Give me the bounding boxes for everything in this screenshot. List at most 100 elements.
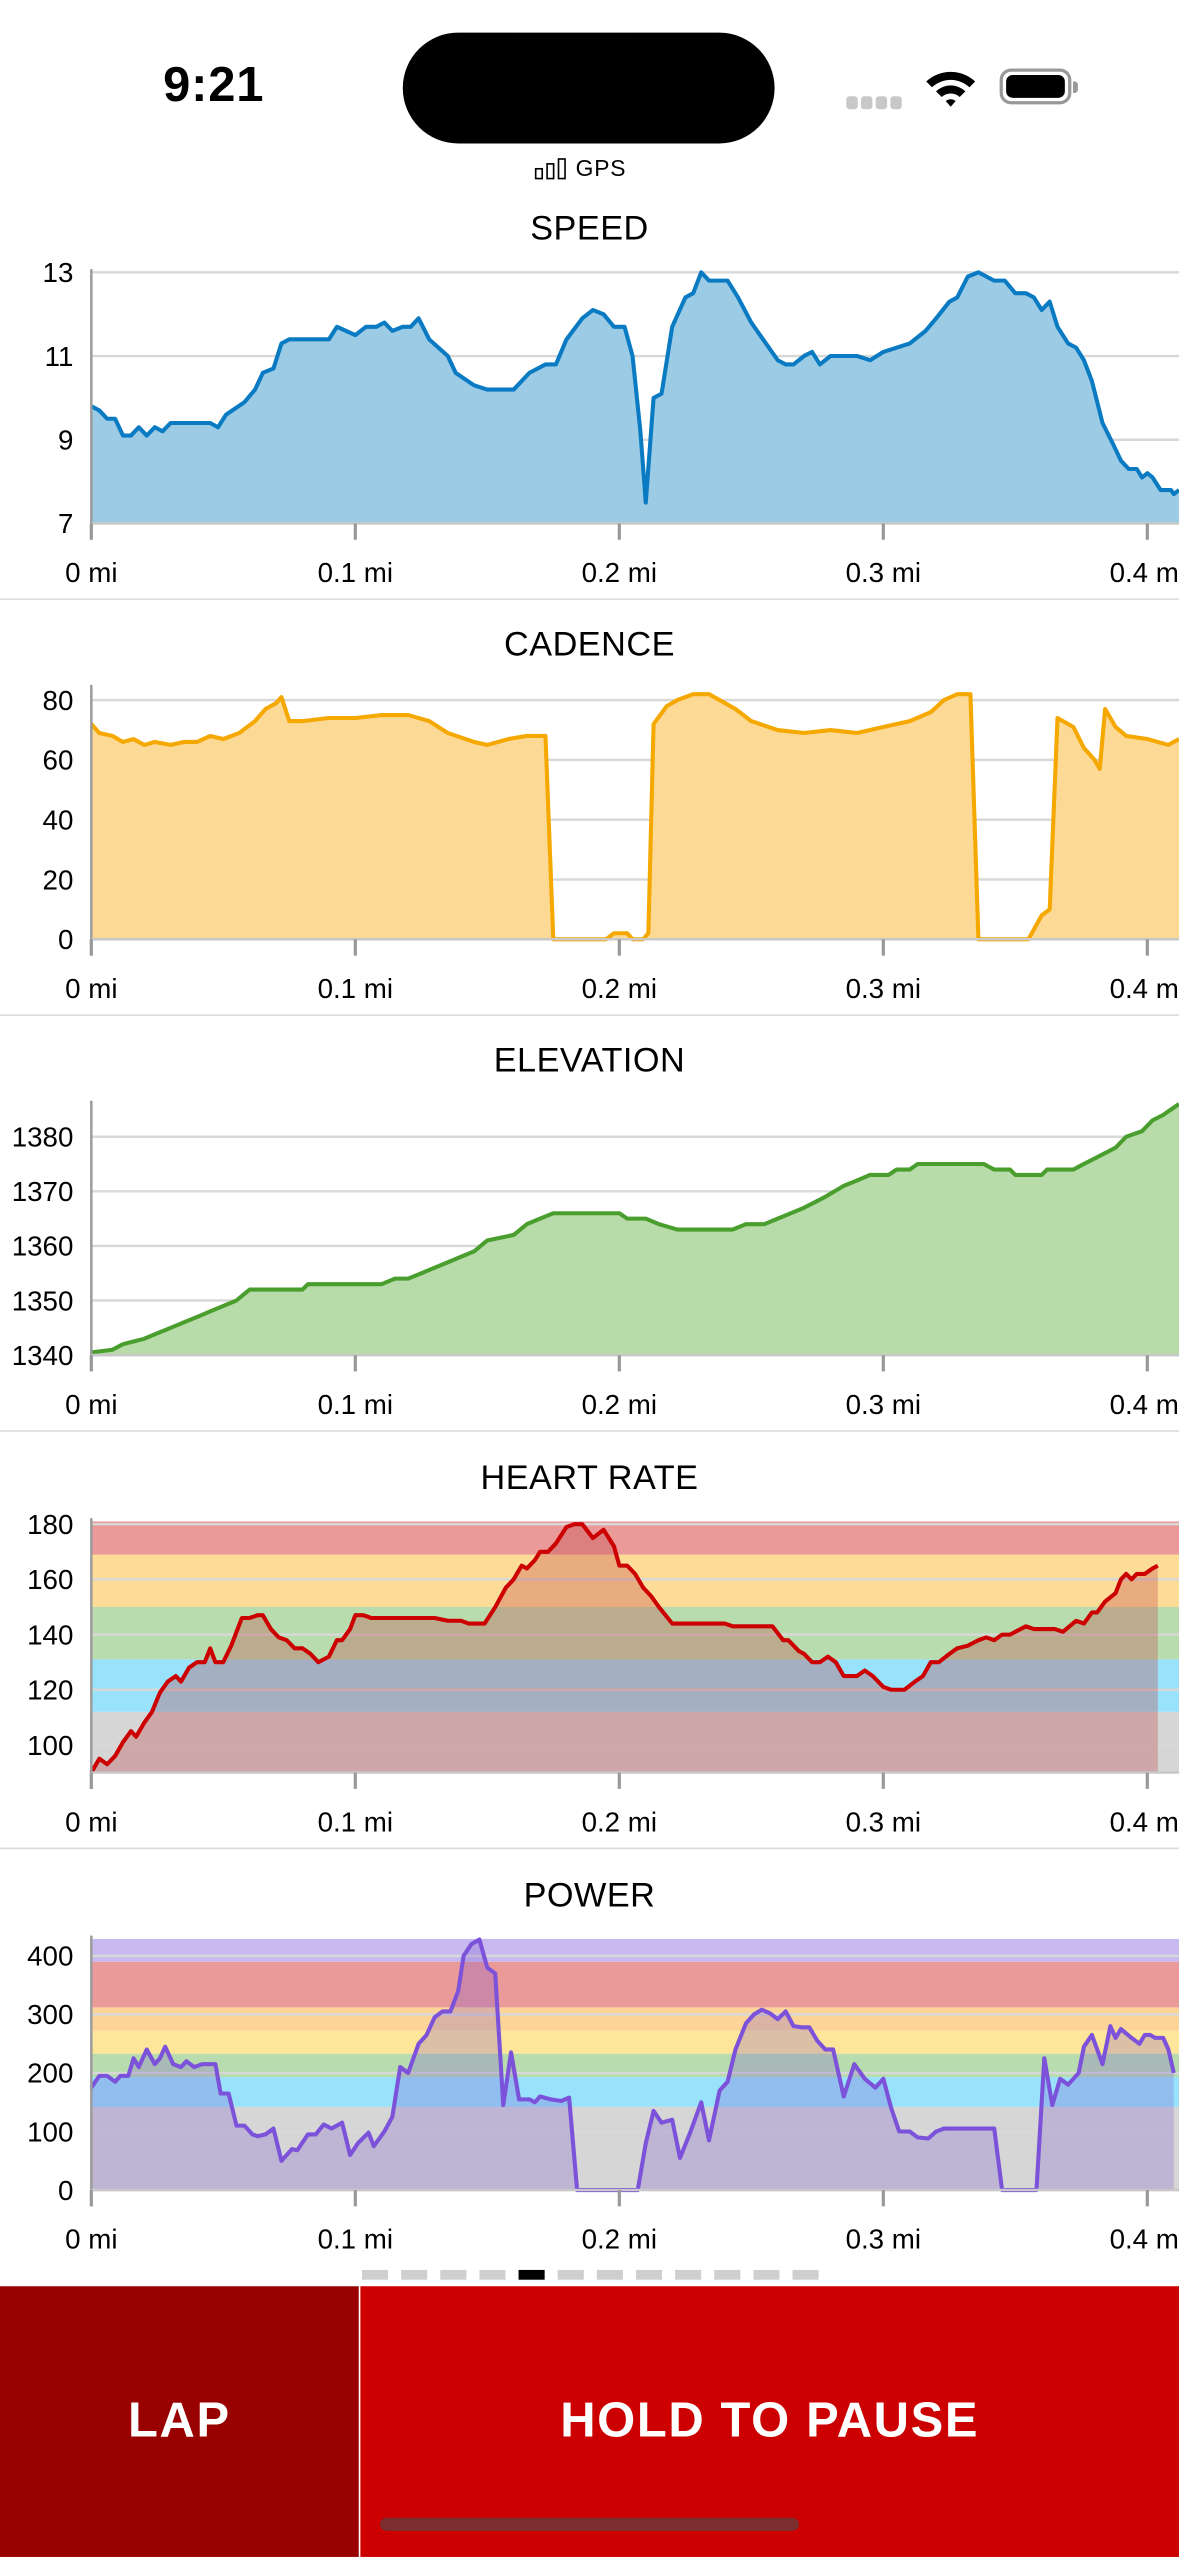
gps-signal-icon xyxy=(534,167,544,180)
y-tick-label: 200 xyxy=(27,2058,73,2089)
x-tick-label: 0.4 mi xyxy=(1110,1389,1179,1420)
x-tick-label: 0.1 mi xyxy=(318,557,393,588)
zone-band xyxy=(91,2030,1179,2054)
y-tick-label: 1340 xyxy=(12,1340,74,1371)
x-tick-label: 0.2 mi xyxy=(582,973,657,1004)
y-tick-label: 100 xyxy=(27,2116,73,2147)
gps-label: GPS xyxy=(575,154,627,182)
area-fill xyxy=(91,1103,1179,1356)
y-tick-label: 1350 xyxy=(12,1285,74,1316)
zone-band xyxy=(91,1659,1179,1712)
zone-band xyxy=(91,1711,1179,1773)
series-line xyxy=(89,1522,1159,1774)
x-tick-label: 0.3 mi xyxy=(846,1806,921,1837)
y-tick-label: 7 xyxy=(58,508,73,539)
area-fill xyxy=(91,694,1179,940)
x-tick-label: 0.1 mi xyxy=(318,2224,393,2255)
y-tick-label: 0 xyxy=(58,924,73,955)
chart-title: POWER xyxy=(523,1876,656,1915)
x-tick-label: 0.4 mi xyxy=(1110,557,1179,588)
page-dot[interactable] xyxy=(401,2269,428,2280)
page-dot[interactable] xyxy=(440,2269,467,2280)
cellular-signal-icon xyxy=(861,96,873,110)
x-tick-label: 0.2 mi xyxy=(582,557,657,588)
home-indicator[interactable] xyxy=(379,2517,800,2531)
heart-rate-chart-plot: 100 120 140 160 180 0 mi 0.1 mi 0.2 mi 0.3 mi 0.4… xyxy=(27,1509,1179,1837)
zone-band xyxy=(91,1961,1179,2008)
y-tick-label: 20 xyxy=(43,864,74,895)
zone-band xyxy=(91,2007,1179,2031)
x-tick-label: 0.1 mi xyxy=(318,1806,393,1837)
page-dot[interactable] xyxy=(675,2269,702,2280)
y-tick-label: 0 xyxy=(58,2175,73,2206)
hold-to-pause-button[interactable]: HOLD TO PAUSE xyxy=(360,2286,1179,2557)
lap-button[interactable]: LAP xyxy=(0,2286,359,2557)
y-tick-label: 180 xyxy=(27,1509,73,1540)
cellular-signal-icon xyxy=(875,96,888,110)
elevation-chart-plot: 1340 1350 1360 1370 1380 0 mi 0.1 mi 0.2 mi 0.3 … xyxy=(12,1100,1179,1420)
x-tick-label: 0.4 mi xyxy=(1110,973,1179,1004)
y-tick-label: 120 xyxy=(27,1675,73,1706)
x-tick-label: 0.1 mi xyxy=(318,1389,393,1420)
gps-status: GPS xyxy=(534,150,627,182)
series-line xyxy=(90,270,1179,505)
x-tick-label: 0.3 mi xyxy=(846,1389,921,1420)
x-tick-label: 0.4 mi xyxy=(1110,2224,1179,2255)
chart-title: SPEED xyxy=(530,210,649,248)
battery-icon xyxy=(999,68,1078,105)
page-dot[interactable] xyxy=(479,2269,506,2280)
cadence-chart-plot: 0 20 40 60 80 0 mi 0.1 mi 0.2 mi 0.3 mi 0.4 mi xyxy=(43,684,1179,1004)
y-tick-label: 1360 xyxy=(12,1231,74,1262)
y-tick-label: 40 xyxy=(43,804,74,835)
x-tick-label: 0.2 mi xyxy=(582,1389,657,1420)
x-tick-label: 0 mi xyxy=(65,973,117,1004)
x-tick-label: 0.1 mi xyxy=(318,973,393,1004)
gps-signal-icon xyxy=(557,158,566,180)
chart-title: CADENCE xyxy=(504,626,675,664)
x-tick-label: 0.3 mi xyxy=(846,2224,921,2255)
heart-rate-chart: HEART RATE 100 120 140 160 180 0 mi 0.1 mi 0.2 … xyxy=(0,1432,1179,1850)
page-dot[interactable] xyxy=(635,2269,663,2280)
chart-title: ELEVATION xyxy=(493,1042,686,1080)
speed-chart: SPEED 7 9 11 13 0 mi 0.1 mi 0.2 mi 0.3 mi 0.4 mi xyxy=(0,183,1179,601)
y-tick-label: 100 xyxy=(27,1730,73,1761)
y-tick-label: 300 xyxy=(27,1999,73,2030)
x-tick-label: 0.2 mi xyxy=(582,1806,657,1837)
chart-title: HEART RATE xyxy=(480,1459,699,1497)
page-dot[interactable] xyxy=(362,2269,389,2280)
cellular-signal-icon xyxy=(846,96,858,110)
power-chart-plot: 0 100 200 300 400 0 mi 0.1 mi 0.2 mi 0.3 mi 0.4 m… xyxy=(27,1935,1179,2255)
page-dot[interactable] xyxy=(557,2269,584,2280)
speed-chart-plot: 7 9 11 13 0 mi 0.1 mi 0.2 mi 0.3 mi 0.4 mi xyxy=(43,257,1179,588)
status-time: 9:21 xyxy=(163,58,265,113)
y-tick-label: 60 xyxy=(43,745,74,776)
y-tick-label: 11 xyxy=(45,341,74,372)
page-dot[interactable] xyxy=(753,2269,780,2280)
x-tick-label: 0 mi xyxy=(65,1389,117,1420)
cadence-chart: CADENCE 0 20 40 60 80 0 mi 0.1 mi 0.2 mi 0.3 mi 0… xyxy=(0,598,1179,1016)
zone-band xyxy=(91,2077,1179,2107)
page-indicator[interactable] xyxy=(362,2269,819,2280)
zone-band xyxy=(91,1554,1179,1607)
zone-band xyxy=(91,2053,1179,2078)
x-tick-label: 0.2 mi xyxy=(582,2224,657,2255)
y-tick-label: 140 xyxy=(27,1619,73,1650)
wifi-icon xyxy=(926,71,976,107)
cellular-signal-icon xyxy=(890,96,902,110)
page-dot[interactable] xyxy=(518,2269,545,2280)
y-tick-label: 9 xyxy=(58,425,73,456)
power-chart: POWER 0 100 200 300 400 0 mi 0.1 mi 0.2 mi 0.3 m… xyxy=(0,1849,1179,2265)
page-dot[interactable] xyxy=(596,2269,623,2280)
zone-band xyxy=(91,1521,1179,1555)
x-tick-label: 0 mi xyxy=(65,1806,117,1837)
page-dot[interactable] xyxy=(792,2269,819,2280)
x-tick-label: 0.3 mi xyxy=(846,973,921,1004)
page-dot[interactable] xyxy=(714,2269,741,2280)
y-tick-label: 1370 xyxy=(12,1176,74,1207)
dynamic-island xyxy=(402,32,775,144)
y-tick-label: 13 xyxy=(43,257,74,288)
x-tick-label: 0.3 mi xyxy=(846,557,921,588)
zone-band xyxy=(91,1938,1179,1962)
series-line xyxy=(91,1102,1179,1355)
